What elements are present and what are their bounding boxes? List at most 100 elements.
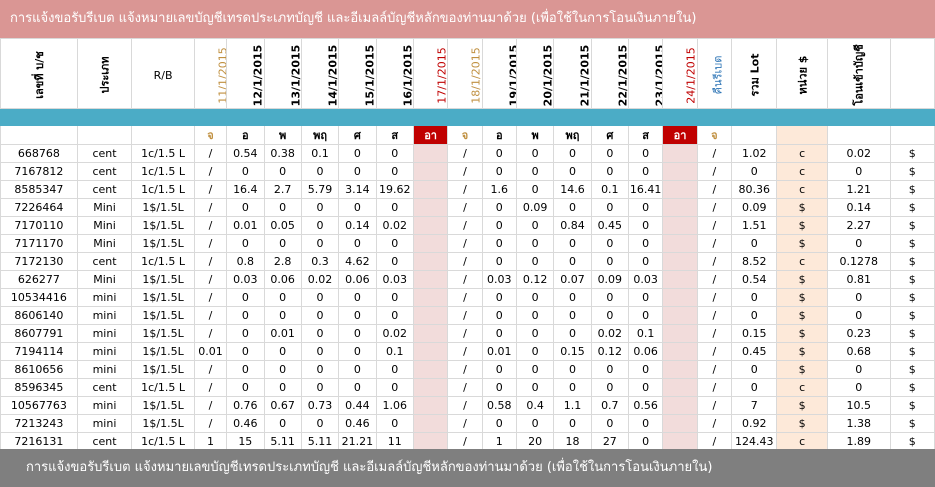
unit-cell: $ [776,198,828,217]
day-value-cell: 0.44 [338,396,377,415]
header-date: 21/1/2015 [578,44,592,107]
holiday-cell [662,198,698,217]
type-cell: Mini [76,270,133,289]
weekday-cell: พ [263,125,302,145]
header-blank-cell [889,38,935,109]
day-value-cell: 11 [375,432,414,451]
rb-cell: 1c/1.5 L [131,378,195,397]
day-value-cell: / [447,252,483,271]
day-value-cell: / [696,360,732,379]
table-row: 8606140 mini 1$/1.5L/0 0 0 0 0/0 0 0 0 0/0 $0 $ [0,306,935,325]
header-date: 12/1/2015 [251,44,264,107]
day-value-cell: 0 [300,378,340,397]
day-value-cell: 0 [375,414,414,433]
day-value-cell: 0.8 [226,252,265,271]
day-value-cell: 0.02 [590,324,630,343]
day-value-cell: 0 [338,162,377,181]
day-value-cell: / [447,180,483,199]
day-value-cell: / [696,342,732,361]
day-value-cell: / [447,342,483,361]
weekday-cell: พ [515,125,555,145]
holiday-cell [662,324,698,343]
day-value-cell: 0 [553,360,592,379]
day-value-cell: 0 [515,324,555,343]
day-value-cell: 0 [515,162,555,181]
day-value-cell: 19.62 [375,180,414,199]
dollar-icon-cell: $ [889,180,935,199]
day-value-cell: 0 [300,414,340,433]
holiday-cell [662,378,698,397]
holiday-cell [662,432,698,451]
day-value-cell: 0 [226,162,265,181]
total-lot-cell: 0 [730,306,778,325]
day-value-cell: 0 [300,306,340,325]
dollar-icon-cell: $ [889,378,935,397]
total-lot-cell: 0.92 [730,414,778,433]
holiday-cell [662,342,698,361]
account-cell: 8606140 [0,306,78,325]
type-cell: mini [76,360,133,379]
unit-cell: $ [776,360,828,379]
day-value-cell: 0 [263,162,302,181]
transfer-cell: 1.89 [826,432,891,451]
day-value-cell: 0 [553,324,592,343]
account-cell: 7226464 [0,198,78,217]
day-value-cell: 0 [338,288,377,307]
total-lot-cell: 1.51 [730,216,778,235]
band-cell [300,108,340,126]
weekday-cell: พฤ [553,125,592,145]
day-value-cell: 0 [375,162,414,181]
dollar-icon-cell: $ [889,396,935,415]
header-date: 15/1/2015 [363,44,377,107]
day-value-cell: 20 [515,432,555,451]
total-lot-cell: 0 [730,288,778,307]
day-value-cell: 0 [226,360,265,379]
band-cell [76,108,133,126]
day-value-cell: 0.46 [226,414,265,433]
day-value-cell: 0 [263,342,302,361]
day-value-cell: 0 [515,306,555,325]
day-value-cell: 0 [590,234,630,253]
transfer-cell: 0 [826,378,891,397]
unit-cell: $ [776,396,828,415]
dollar-icon-cell: $ [889,432,935,451]
day-value-cell: / [696,414,732,433]
holiday-cell [662,360,698,379]
total-lot-cell: 0.09 [730,198,778,217]
table-row: 7194114 mini 1$/1.5L 0.01 0 0 0 0 0.1/0.01 0 0.15 0… [0,342,935,361]
day-value-cell: 0 [627,144,664,163]
day-value-cell: / [447,198,483,217]
day-value-cell: / [447,144,483,163]
day-value-cell: 0 [627,306,664,325]
day-value-cell: 0 [375,378,414,397]
day-value-cell: 0 [300,234,340,253]
holiday-cell [412,180,449,199]
holiday-cell [662,306,698,325]
day-value-cell: 0 [481,162,517,181]
header-date: 14/1/2015 [326,44,339,107]
holiday-cell [412,360,449,379]
transfer-cell: 0.02 [826,144,891,163]
day-value-cell: / [193,216,228,235]
day-value-cell: 0 [553,414,592,433]
band-cell [481,108,517,126]
holiday-cell [662,144,698,163]
day-value-cell: 0 [627,378,664,397]
type-cell: mini [76,306,133,325]
total-lot-cell: 0 [730,378,778,397]
day-value-cell: 0 [627,162,664,181]
rb-cell: 1$/1.5L [131,234,195,253]
total-lot-cell: 0 [730,360,778,379]
day-value-cell: / [696,270,732,289]
day-value-cell: 0.1 [300,144,340,163]
day-value-cell: 0 [338,306,377,325]
day-value-cell: 0.76 [226,396,265,415]
band-cell [193,108,228,126]
day-value-cell: 0.14 [338,216,377,235]
table-row: 668768 cent 1c/1.5 L/0.54 0.38 0.1 0 0/0 0 0 0 0/1… [0,144,935,163]
unit-cell: $ [776,414,828,433]
weekday-cell: พฤ [300,125,340,145]
rb-cell: 1c/1.5 L [131,180,195,199]
type-cell: cent [76,162,133,181]
weekday-cell: อ [226,125,265,145]
